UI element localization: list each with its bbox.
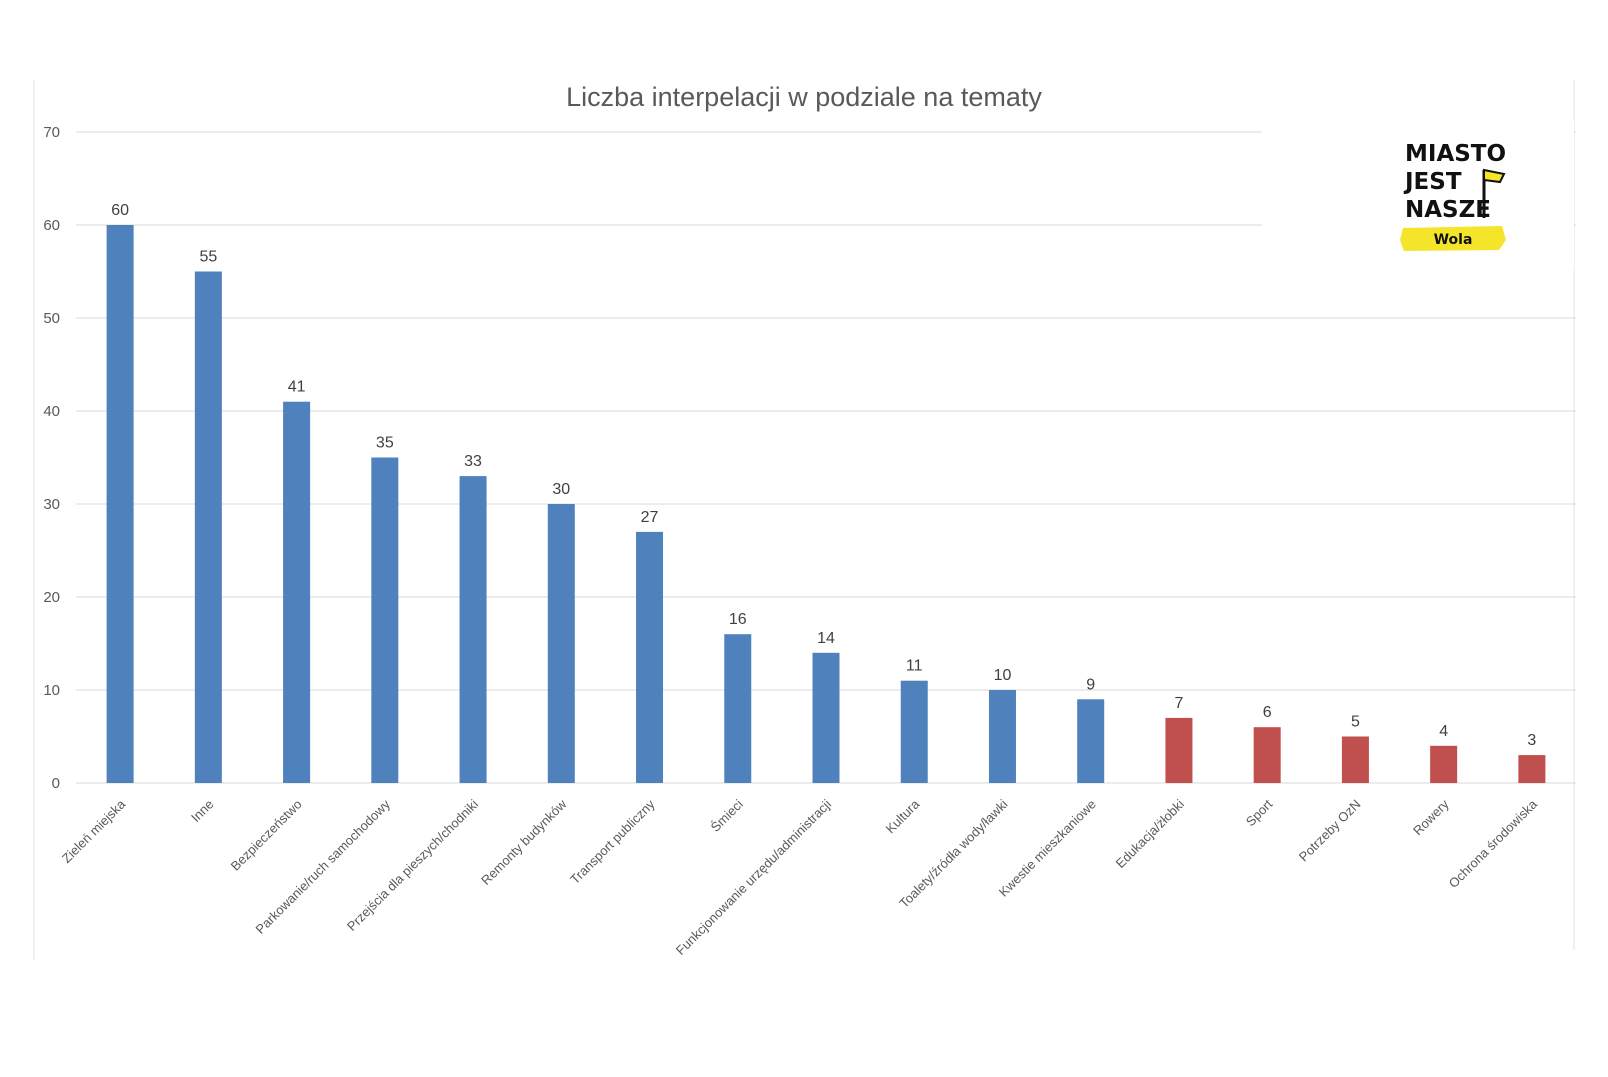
chart-title: Liczba interpelacji w podziale na tematy bbox=[566, 82, 1042, 112]
x-tick-label: Remonty budynków bbox=[478, 796, 570, 888]
logo-line-3: NASZE bbox=[1405, 197, 1491, 223]
logo-badge: Wola bbox=[1434, 232, 1473, 248]
y-tick-label: 60 bbox=[43, 217, 60, 234]
data-label: 55 bbox=[199, 249, 217, 266]
x-tick-label: Śmieci bbox=[708, 796, 746, 834]
bars bbox=[106, 225, 1546, 783]
bar bbox=[812, 652, 840, 783]
data-label: 60 bbox=[111, 202, 129, 219]
bar bbox=[988, 690, 1016, 783]
x-tick-label: Bezpieczeństwo bbox=[228, 797, 305, 874]
flag-icon bbox=[1482, 168, 1506, 218]
logo-line-1: MIASTO bbox=[1405, 141, 1506, 167]
data-label: 33 bbox=[464, 453, 482, 470]
bar bbox=[636, 531, 664, 783]
data-label: 5 bbox=[1351, 714, 1360, 731]
x-tick-label: Zieleń miejska bbox=[59, 796, 129, 866]
data-label: 10 bbox=[994, 667, 1012, 684]
bar bbox=[547, 504, 575, 783]
data-label: 7 bbox=[1174, 695, 1183, 712]
bar bbox=[283, 401, 311, 783]
data-label: 11 bbox=[906, 658, 923, 675]
data-label: 14 bbox=[817, 630, 835, 647]
bar bbox=[1341, 736, 1369, 783]
y-tick-label: 20 bbox=[43, 589, 60, 606]
x-tick-label: Ochrona środowiska bbox=[1446, 796, 1541, 891]
data-label: 16 bbox=[729, 611, 747, 628]
logo-line-2: JEST bbox=[1403, 169, 1462, 195]
y-tick-label: 10 bbox=[43, 682, 60, 699]
bar bbox=[459, 476, 487, 783]
x-tick-label: Sport bbox=[1243, 796, 1276, 829]
x-tick-label: Inne bbox=[188, 797, 217, 826]
x-tick-label: Potrzeby OzN bbox=[1296, 797, 1364, 865]
x-tick-label: Funkcjonowanie urzędu/administracji bbox=[673, 796, 834, 957]
bar bbox=[1518, 755, 1546, 783]
bar bbox=[106, 225, 134, 783]
y-tick-label: 40 bbox=[43, 403, 60, 420]
x-tick-label: Kultura bbox=[883, 796, 923, 836]
bar bbox=[1077, 699, 1105, 783]
x-tick-label: Transport publiczny bbox=[567, 796, 658, 887]
data-labels: 60 55 41 35 33 30 27 16 14 11 10 9 7 6 5 4 3 bbox=[111, 202, 1536, 749]
logo-highlight-brush bbox=[1400, 226, 1506, 251]
data-label: 6 bbox=[1263, 704, 1272, 721]
y-tick-label: 50 bbox=[43, 310, 60, 327]
x-tick-label: Kwestie mieszkaniowe bbox=[996, 797, 1099, 900]
data-label: 27 bbox=[641, 509, 659, 526]
data-label: 30 bbox=[552, 481, 570, 498]
bar bbox=[1165, 717, 1193, 783]
x-tick-label: Rowery bbox=[1410, 796, 1452, 838]
data-label: 9 bbox=[1086, 676, 1095, 693]
data-label: 41 bbox=[288, 379, 306, 396]
y-tick-label: 70 bbox=[43, 124, 60, 141]
data-label: 4 bbox=[1439, 723, 1448, 740]
data-label: 3 bbox=[1527, 732, 1536, 749]
bar bbox=[371, 457, 399, 783]
bar bbox=[1430, 745, 1458, 783]
bar bbox=[724, 634, 752, 783]
bar bbox=[1253, 727, 1281, 783]
bar bbox=[194, 271, 222, 783]
logo: MIASTO JEST NASZE Wola bbox=[1262, 120, 1574, 270]
y-tick-label: 0 bbox=[52, 775, 60, 792]
x-axis-ticks: Zieleń miejska Inne BezpieczeństwoParkowan… bbox=[59, 796, 1541, 958]
x-tick-label: Edukacja/żłobki bbox=[1113, 796, 1188, 871]
bar bbox=[900, 680, 928, 783]
y-axis-ticks: 0 10 20 30 40 50 60 70 bbox=[43, 124, 60, 792]
y-tick-label: 30 bbox=[43, 496, 60, 513]
data-label: 35 bbox=[376, 435, 394, 452]
